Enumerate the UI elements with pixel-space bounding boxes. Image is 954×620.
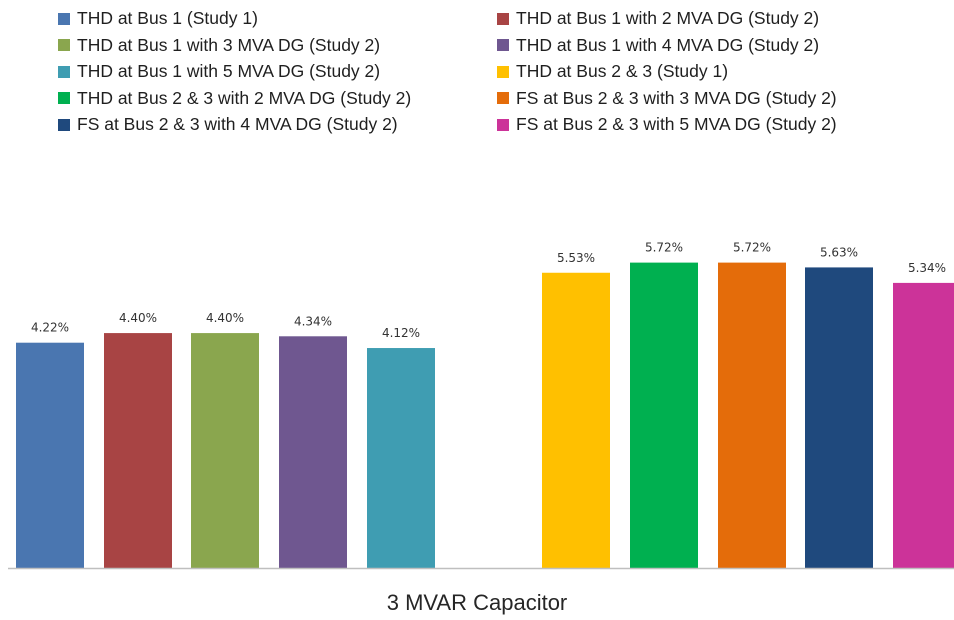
legend-swatch <box>58 39 70 51</box>
legend-label: FS at Bus 2 & 3 with 4 MVA DG (Study 2) <box>77 114 398 134</box>
legend-swatch <box>497 118 509 131</box>
legend-item: FS at Bus 2 & 3 with 4 MVA DG (Study 2) <box>58 114 398 135</box>
bar <box>630 262 698 568</box>
bar <box>191 333 259 568</box>
legend-swatch <box>58 12 70 25</box>
legend-item: THD at Bus 2 & 3 with 2 MVA DG (Study 2) <box>58 88 411 109</box>
legend-item: FS at Bus 2 & 3 with 5 MVA DG (Study 2) <box>497 114 837 135</box>
bar <box>279 336 347 568</box>
data-label: 4.12% <box>382 326 420 340</box>
legend-label: THD at Bus 1 with 4 MVA DG (Study 2) <box>516 34 820 55</box>
bar <box>542 272 610 568</box>
legend-item: THD at Bus 1 (Study 1) <box>58 8 258 29</box>
legend-swatch <box>58 92 70 104</box>
legend-item: THD at Bus 1 with 4 MVA DG (Study 2) <box>497 35 819 56</box>
data-label: 5.72% <box>645 241 683 255</box>
bar <box>805 267 873 568</box>
legend-item: THD at Bus 1 with 2 MVA DG (Study 2) <box>497 8 819 29</box>
legend-swatch <box>58 118 70 131</box>
legend-label: THD at Bus 1 with 5 MVA DG (Study 2) <box>77 61 381 81</box>
bar <box>893 282 954 568</box>
data-label: 5.53% <box>557 251 595 265</box>
legend-item: FS at Bus 2 & 3 with 3 MVA DG (Study 2) <box>497 88 837 109</box>
data-label: 4.34% <box>294 314 332 328</box>
legend-swatch <box>58 65 70 78</box>
data-label: 4.40% <box>119 311 157 325</box>
legend-swatch <box>497 12 509 25</box>
legend-item: THD at Bus 1 with 5 MVA DG (Study 2) <box>58 61 380 82</box>
data-label: 5.72% <box>733 241 771 255</box>
chart-legend: THD at Bus 1 (Study 1) THD at Bus 1 with … <box>0 0 954 200</box>
bar <box>718 262 786 568</box>
legend-label: THD at Bus 2 & 3 with 2 MVA DG (Study 2) <box>77 87 412 108</box>
legend-label: THD at Bus 1 with 3 MVA DG (Study 2) <box>77 34 381 55</box>
data-label: 5.34% <box>908 261 946 275</box>
category-axis-label: 3 MVAR Capacitor <box>386 590 568 615</box>
legend-label: THD at Bus 1 (Study 1) <box>77 8 258 28</box>
legend-label: THD at Bus 1 with 2 MVA DG (Study 2) <box>516 8 820 28</box>
data-label: 4.22% <box>31 321 69 335</box>
legend-swatch <box>497 92 509 104</box>
legend-label: FS at Bus 2 & 3 with 3 MVA DG (Study 2) <box>516 87 837 108</box>
bar <box>367 348 435 568</box>
bar <box>16 342 84 568</box>
legend-item: THD at Bus 1 with 3 MVA DG (Study 2) <box>58 35 380 56</box>
legend-swatch <box>497 39 509 51</box>
legend-label: FS at Bus 2 & 3 with 5 MVA DG (Study 2) <box>516 114 837 134</box>
bar <box>104 333 172 568</box>
legend-swatch <box>497 65 509 78</box>
data-label: 5.63% <box>820 245 858 259</box>
data-label: 4.40% <box>206 311 244 325</box>
legend-label: THD at Bus 2 & 3 (Study 1) <box>516 61 729 81</box>
legend-item: THD at Bus 2 & 3 (Study 1) <box>497 61 728 82</box>
